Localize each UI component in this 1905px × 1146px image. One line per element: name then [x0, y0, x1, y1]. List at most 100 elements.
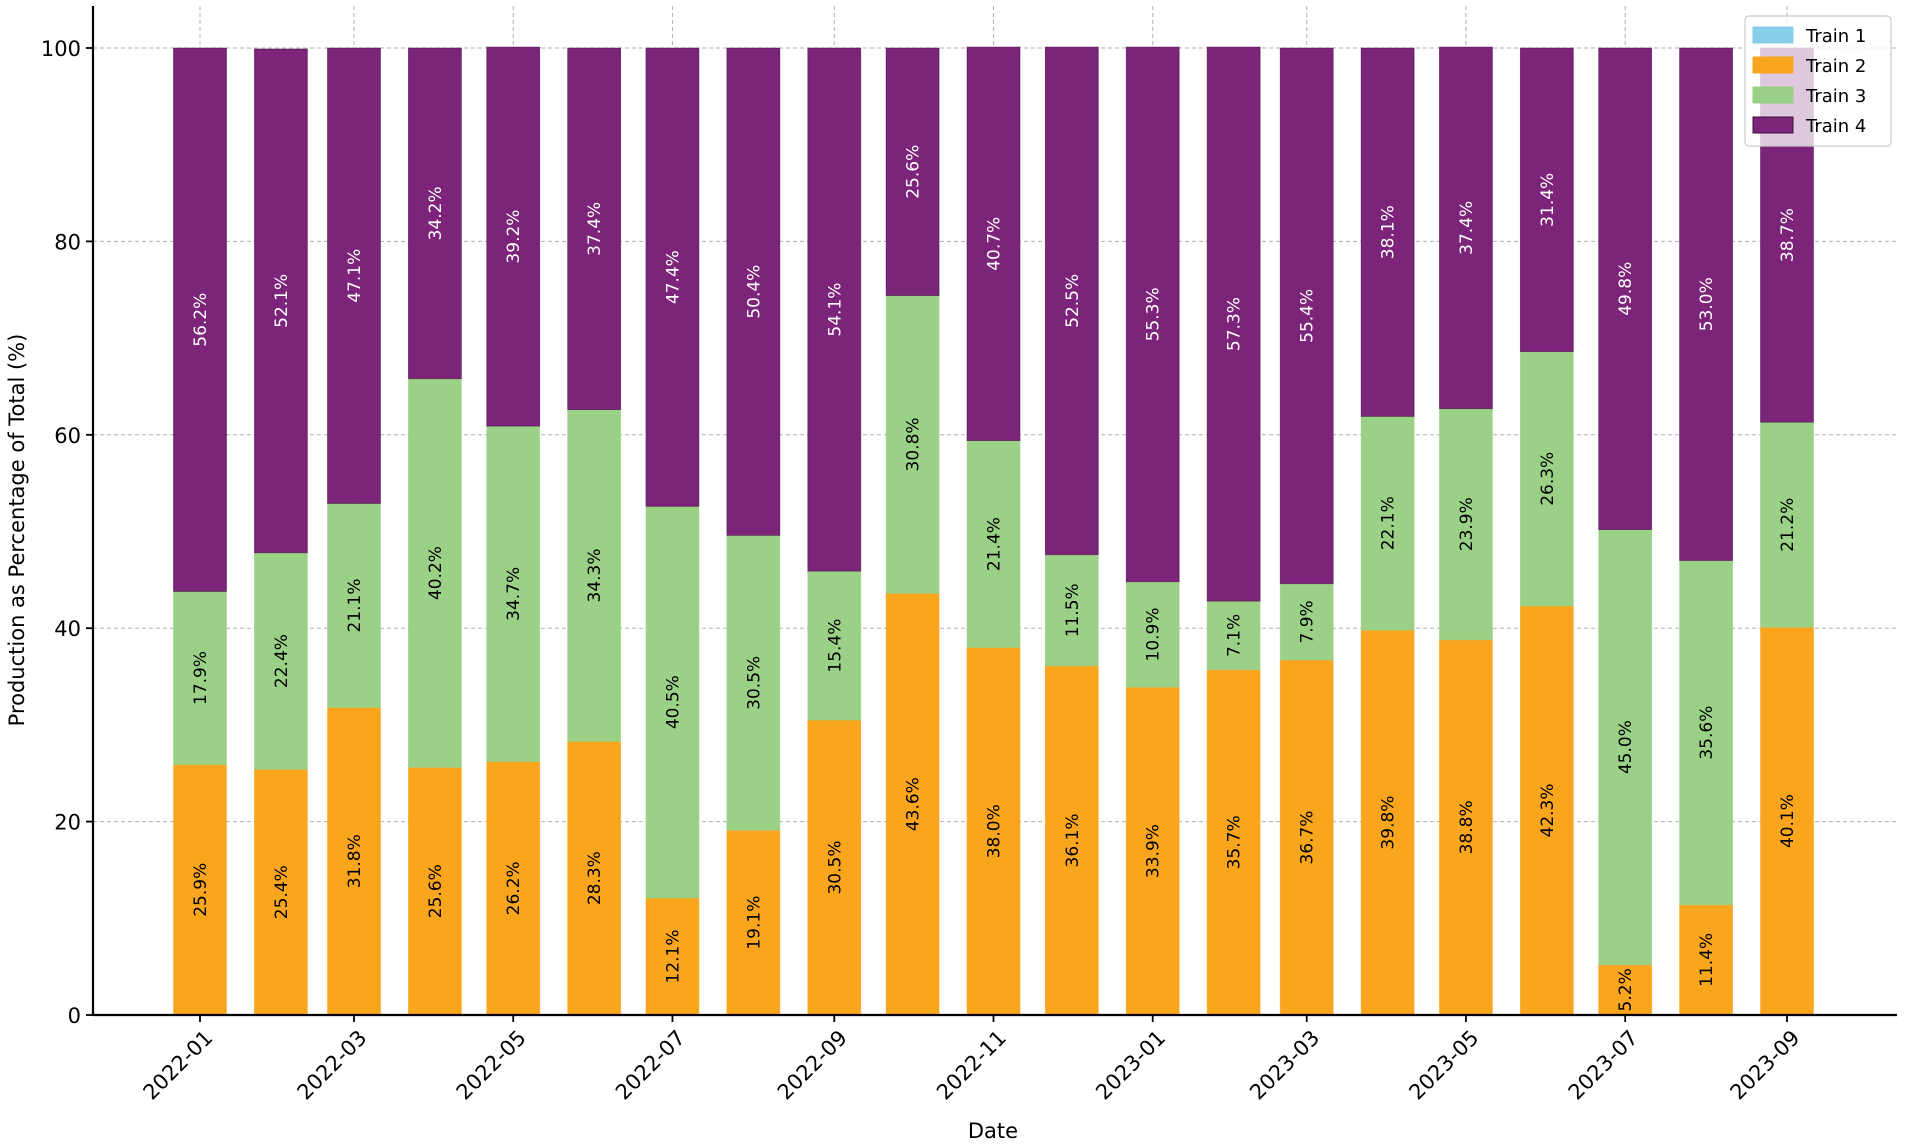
- bar-segment-train-4: [1679, 47, 1733, 561]
- x-tick-label: 2022-07: [611, 1026, 690, 1105]
- bar-data-label: 17.9%: [191, 651, 211, 705]
- bar-segment-train-2: [966, 647, 1021, 1016]
- bar-data-label: 52.5%: [1063, 274, 1083, 328]
- bar-segment-train-4: [966, 46, 1021, 442]
- bar-data-label: 21.4%: [985, 517, 1005, 571]
- bar-data-label: 35.6%: [1697, 706, 1717, 760]
- legend-label: Train 1: [1805, 26, 1866, 47]
- y-tick-label: 100: [41, 37, 81, 61]
- bar-data-label: 52.1%: [272, 274, 292, 328]
- x-tick-label: 2023-07: [1564, 1026, 1643, 1105]
- y-tick-label: 0: [68, 1004, 81, 1028]
- bar-data-label: 28.3%: [585, 851, 605, 905]
- bar-segment-train-3: [885, 295, 940, 594]
- x-tick-label: 2022-03: [293, 1026, 372, 1105]
- bar-data-label: 21.1%: [345, 578, 365, 632]
- bar-segment-train-3: [1206, 600, 1261, 671]
- x-tick-label: 2023-03: [1245, 1026, 1324, 1105]
- bar-segment-train-2: [1519, 605, 1574, 1016]
- bar-segment-train-4: [327, 47, 381, 504]
- bar-data-label: 37.4%: [585, 202, 605, 256]
- bar-data-label: 34.2%: [426, 186, 446, 240]
- bar-data-label: 50.4%: [744, 265, 764, 319]
- bar-labels: 25.9% 17.9% 56.2% 25.4% 22.4% 52.1% 31.8% 21.1%…: [191, 145, 1798, 1012]
- bar-segment-train-4: [173, 47, 227, 592]
- legend-label: Train 4: [1805, 116, 1866, 137]
- y-tick-label: 60: [54, 424, 81, 448]
- y-ticks: 0 20 40 60 80 100: [41, 37, 93, 1028]
- bar-segment-train-3: [726, 534, 781, 831]
- bar-data-label: 40.7%: [985, 217, 1005, 271]
- bar-data-label: 55.3%: [1144, 287, 1164, 341]
- bar-data-label: 26.3%: [1538, 452, 1558, 506]
- bar-data-label: 57.3%: [1225, 297, 1245, 351]
- bar-segment-train-2: [726, 829, 781, 1016]
- bar-data-label: 45.0%: [1616, 720, 1636, 774]
- legend-swatch-train-1: [1752, 26, 1794, 44]
- bar-segment-train-4: [486, 46, 541, 427]
- bar-segment-train-3: [408, 378, 462, 768]
- x-ticks: 2022-01 2022-03 2022-05 2022-07 2022-09 2022-…: [139, 1015, 1805, 1105]
- x-tick-label: 2023-01: [1091, 1026, 1170, 1105]
- bar-data-label: 25.4%: [272, 865, 292, 919]
- x-tick-label: 2022-01: [139, 1026, 218, 1105]
- bar-data-label: 11.4%: [1697, 933, 1717, 987]
- bar-data-label: 36.1%: [1063, 813, 1083, 867]
- bar-data-label: 7.1%: [1225, 614, 1245, 657]
- bar-segment-train-4: [254, 48, 308, 554]
- bar-data-label: 40.5%: [663, 675, 683, 729]
- x-tick-label: 2022-05: [452, 1026, 531, 1105]
- bar-segment-train-2: [567, 740, 622, 1016]
- bar-data-label: 53.0%: [1697, 277, 1717, 331]
- bar-segment-train-3: [254, 552, 308, 770]
- bar-data-label: 39.8%: [1379, 796, 1399, 850]
- bar-data-label: 38.1%: [1379, 205, 1399, 259]
- bar-data-label: 42.3%: [1538, 783, 1558, 837]
- bar-segment-train-2: [1598, 964, 1653, 1016]
- bar-segment-train-4: [1279, 47, 1334, 585]
- legend-swatch-train-3: [1752, 86, 1794, 104]
- bar-data-label: 38.7%: [1778, 208, 1798, 262]
- bar-segment-train-4: [645, 47, 700, 507]
- y-tick-label: 20: [54, 811, 81, 835]
- bar-segment-train-2: [1360, 629, 1415, 1016]
- bar-data-label: 15.4%: [825, 619, 845, 673]
- bar-segment-train-3: [645, 505, 700, 899]
- bar-segment-train-4: [807, 47, 862, 572]
- bar-data-label: 31.4%: [1538, 173, 1558, 227]
- legend-swatch-train-4: [1752, 116, 1794, 134]
- bar-segment-train-4: [1044, 46, 1099, 556]
- bar-data-label: 34.3%: [585, 548, 605, 602]
- bar-data-label: 25.9%: [191, 863, 211, 917]
- bar-data-label: 54.1%: [825, 283, 845, 337]
- bar-segment-train-3: [1279, 583, 1334, 661]
- bar-data-label: 5.2%: [1616, 968, 1636, 1011]
- legend-label: Train 2: [1805, 56, 1866, 77]
- bar-segment-train-3: [966, 440, 1021, 648]
- x-axis-label: Date: [968, 1119, 1018, 1143]
- x-tick-label: 2023-09: [1726, 1026, 1805, 1105]
- bar-segment-train-2: [1206, 669, 1261, 1016]
- bar-data-label: 21.2%: [1778, 498, 1798, 552]
- bar-segment-train-2: [1679, 904, 1733, 1016]
- bar-data-label: 38.0%: [985, 804, 1005, 858]
- bar-data-label: 11.5%: [1063, 583, 1083, 637]
- bar-segment-train-2: [327, 707, 381, 1016]
- bar-data-label: 23.9%: [1457, 497, 1477, 551]
- bar-segment-train-3: [1519, 351, 1574, 607]
- bar-segment-train-2: [1439, 639, 1493, 1016]
- legend-label: Train 3: [1805, 86, 1866, 107]
- bar-segment-train-2: [486, 761, 541, 1016]
- bar-data-label: 49.8%: [1616, 262, 1636, 316]
- x-tick-label: 2022-09: [773, 1026, 852, 1105]
- bar-data-label: 38.8%: [1457, 800, 1477, 854]
- bar-segment-train-3: [1679, 560, 1733, 906]
- bar-data-label: 34.7%: [504, 567, 524, 621]
- x-tick-label: 2022-11: [932, 1026, 1011, 1105]
- bar-segment-train-3: [1044, 554, 1099, 667]
- bar-data-label: 7.9%: [1298, 600, 1318, 643]
- bar-data-label: 55.4%: [1298, 289, 1318, 343]
- bar-segment-train-3: [1760, 421, 1814, 628]
- bar-segment-train-4: [1439, 46, 1493, 410]
